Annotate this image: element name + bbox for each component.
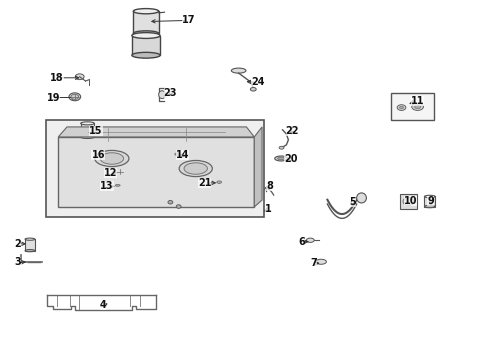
Ellipse shape <box>174 153 179 156</box>
Bar <box>45 120 264 217</box>
Ellipse shape <box>133 31 158 36</box>
Ellipse shape <box>402 198 413 206</box>
Ellipse shape <box>277 157 284 160</box>
Polygon shape <box>58 127 254 137</box>
Ellipse shape <box>106 153 111 156</box>
Text: 10: 10 <box>403 196 416 206</box>
Text: 18: 18 <box>50 73 63 83</box>
Ellipse shape <box>176 205 181 208</box>
Ellipse shape <box>132 52 160 58</box>
Ellipse shape <box>396 105 405 111</box>
Text: 15: 15 <box>89 126 102 135</box>
Bar <box>399 194 416 209</box>
Ellipse shape <box>81 135 94 139</box>
Bar <box>424 197 434 207</box>
Ellipse shape <box>274 156 287 161</box>
Ellipse shape <box>71 94 79 99</box>
Text: 8: 8 <box>266 181 273 192</box>
Text: 4: 4 <box>100 300 106 310</box>
Ellipse shape <box>113 184 122 187</box>
Text: 3: 3 <box>14 257 21 267</box>
Bar <box>132 36 160 55</box>
Ellipse shape <box>172 152 181 156</box>
Ellipse shape <box>115 184 120 186</box>
Ellipse shape <box>132 33 160 39</box>
Bar <box>25 239 35 251</box>
Text: 17: 17 <box>182 15 195 26</box>
Ellipse shape <box>231 68 245 73</box>
Text: 23: 23 <box>163 88 177 98</box>
Text: 22: 22 <box>285 126 299 135</box>
Ellipse shape <box>81 122 94 125</box>
Polygon shape <box>254 127 262 207</box>
Text: 5: 5 <box>348 197 355 207</box>
Ellipse shape <box>399 106 403 109</box>
Ellipse shape <box>115 169 124 175</box>
Ellipse shape <box>133 9 158 14</box>
Ellipse shape <box>250 87 256 91</box>
Polygon shape <box>58 137 254 207</box>
Ellipse shape <box>414 105 420 109</box>
Ellipse shape <box>279 146 284 149</box>
Text: 6: 6 <box>298 237 305 247</box>
Ellipse shape <box>179 161 212 177</box>
Ellipse shape <box>69 93 81 101</box>
Ellipse shape <box>356 193 366 203</box>
Text: 24: 24 <box>251 77 264 87</box>
Text: 13: 13 <box>100 181 114 192</box>
Bar <box>390 93 433 120</box>
Ellipse shape <box>75 74 84 80</box>
Text: 19: 19 <box>46 93 60 103</box>
Ellipse shape <box>214 180 224 185</box>
Text: 2: 2 <box>14 239 21 249</box>
Ellipse shape <box>95 150 129 167</box>
Text: 1: 1 <box>264 204 271 215</box>
Text: 16: 16 <box>91 150 105 160</box>
Ellipse shape <box>315 259 326 264</box>
Text: 14: 14 <box>176 150 189 160</box>
Text: 11: 11 <box>410 96 424 106</box>
Ellipse shape <box>411 103 423 111</box>
Ellipse shape <box>158 91 165 99</box>
Ellipse shape <box>25 238 35 240</box>
Ellipse shape <box>100 153 123 164</box>
Ellipse shape <box>104 152 113 156</box>
Text: 20: 20 <box>284 154 297 164</box>
Ellipse shape <box>216 181 221 183</box>
Ellipse shape <box>183 163 207 174</box>
Text: 9: 9 <box>427 196 433 206</box>
Bar <box>81 123 94 137</box>
Ellipse shape <box>167 201 172 204</box>
Ellipse shape <box>424 205 434 208</box>
Text: 21: 21 <box>197 178 211 188</box>
Ellipse shape <box>424 195 434 198</box>
Ellipse shape <box>306 238 314 242</box>
Bar <box>133 11 158 33</box>
Text: 12: 12 <box>103 168 117 178</box>
Ellipse shape <box>25 249 35 252</box>
Text: 7: 7 <box>310 258 316 268</box>
